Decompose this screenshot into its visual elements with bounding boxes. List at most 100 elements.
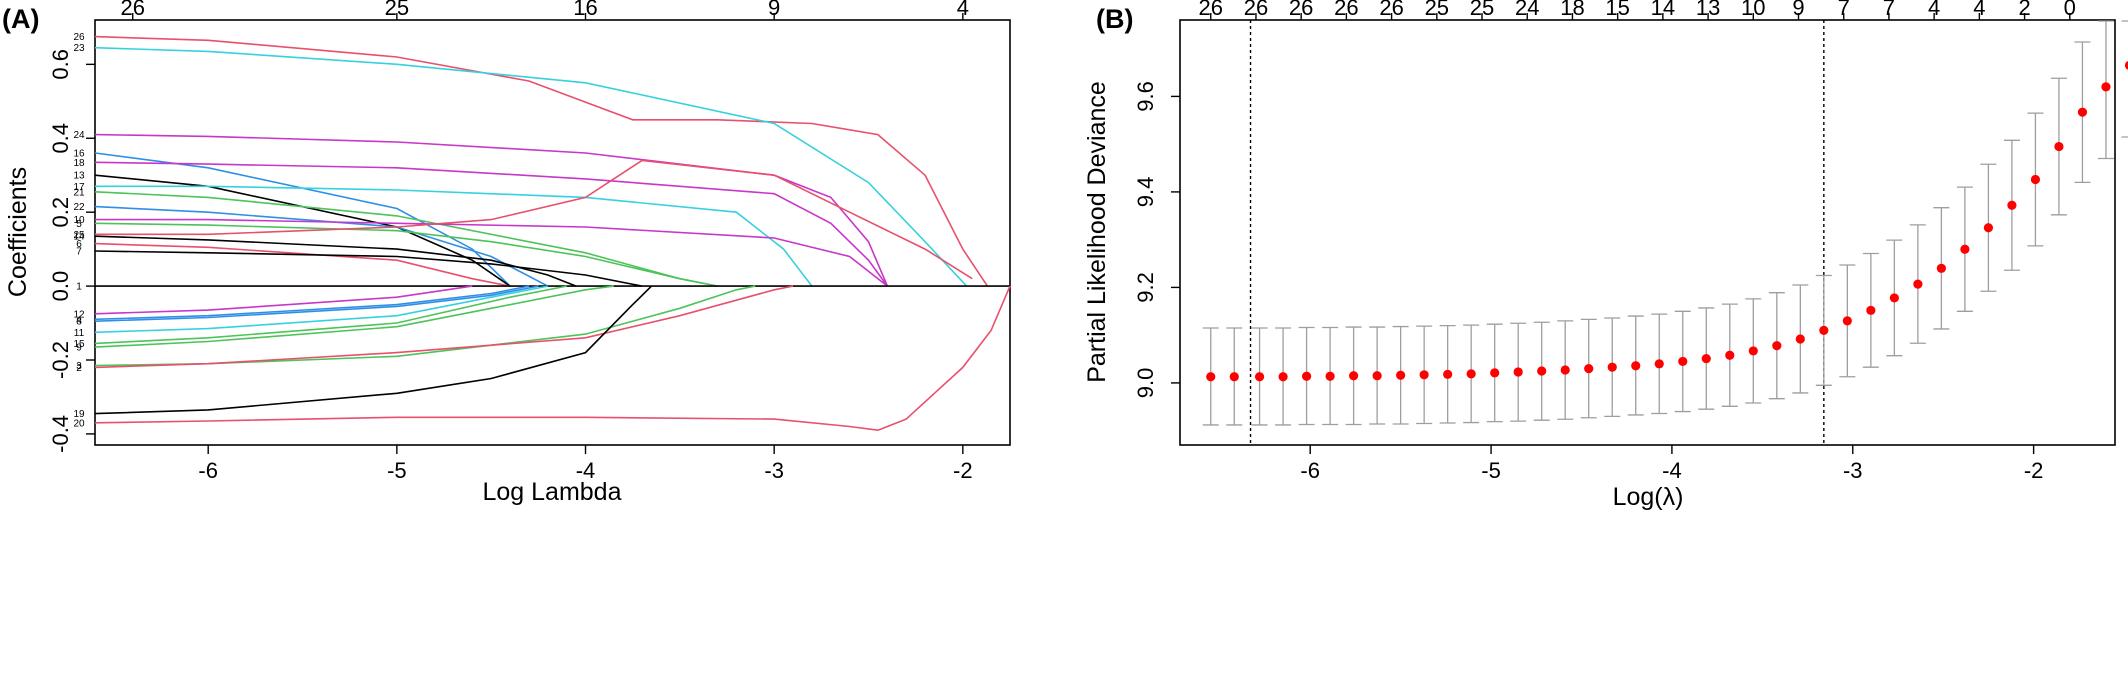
deviance-point — [1889, 293, 1899, 303]
b-x-tick-label: -6 — [1300, 458, 1320, 483]
coef-path-label-9: 9 — [76, 343, 82, 354]
b-y-tick-label: 9.6 — [1133, 81, 1158, 112]
coef-path-4 — [94, 285, 530, 321]
coef-path-label-10: 10 — [73, 215, 85, 226]
deviance-point — [2054, 141, 2064, 152]
deviance-point — [1584, 363, 1594, 374]
deviance-point — [1419, 370, 1429, 380]
coef-path-17 — [95, 185, 813, 287]
coef-path-label-1: 1 — [76, 282, 82, 293]
panel-b-label: (B) — [1096, 4, 1133, 34]
b-top-tick-label: 9 — [1792, 0, 1804, 20]
coef-path-10 — [95, 218, 888, 287]
b-top-tick-label: 26 — [1199, 0, 1223, 20]
deviance-point — [1254, 372, 1265, 382]
deviance-point — [1866, 305, 1876, 315]
deviance-point — [1795, 334, 1805, 344]
b-top-tick-label: 26 — [1379, 0, 1403, 20]
deviance-point — [2124, 61, 2128, 70]
deviance-point — [2101, 82, 2111, 92]
coef-path-label-3: 3 — [76, 361, 82, 372]
b-top-tick-label: 4 — [1973, 0, 1985, 20]
coef-path-label-19: 19 — [73, 409, 85, 420]
deviance-point — [1654, 359, 1664, 369]
deviance-point — [1372, 371, 1382, 381]
deviance-point — [1513, 367, 1523, 377]
deviance-point — [1466, 369, 1476, 379]
deviance-point — [1748, 346, 1758, 356]
coef-path-12 — [94, 285, 473, 315]
coef-path-label-18: 18 — [73, 158, 85, 169]
a-top-tick-label: 16 — [573, 0, 597, 20]
b-top-tick-label: 18 — [1560, 0, 1584, 20]
deviance-point — [1936, 263, 1946, 273]
a-top-tick-label: 4 — [957, 0, 969, 20]
b-top-tick-label: 25 — [1425, 0, 1449, 20]
coef-path-label-24: 24 — [73, 130, 85, 141]
deviance-point — [1983, 223, 1994, 233]
coef-path-6 — [94, 242, 511, 287]
coef-path-label-14: 14 — [73, 232, 85, 243]
b-top-tick-label: 0 — [2064, 0, 2076, 20]
coef-path-label-26: 26 — [73, 32, 85, 43]
coef-path-9 — [94, 285, 614, 348]
b-top-tick-label: 13 — [1696, 0, 1720, 20]
coef-path-label-6: 6 — [76, 239, 82, 250]
deviance-point — [1349, 371, 1359, 381]
b-x-tick-label: -4 — [1662, 458, 1682, 483]
coef-path-20 — [94, 285, 1011, 432]
deviance-point — [1819, 325, 1829, 335]
deviance-point — [2030, 174, 2041, 185]
b-top-tick-label: 26 — [1334, 0, 1358, 20]
panel-a-label: (A) — [2, 4, 39, 34]
deviance-point — [1678, 356, 1688, 367]
a-y-tick-label: 0.0 — [48, 271, 73, 302]
panel-b-cross-validation: (B) -6 -5 -4 -3 -2 9.0 9.2 9.4 9.6 26 26 26 26 26 25 25… — [1083, 0, 2128, 511]
b-top-tick-label: 2 — [2018, 0, 2030, 20]
b-top-tick-label: 26 — [1289, 0, 1313, 20]
coef-path-5 — [94, 222, 718, 287]
a-x-tick-label: -5 — [387, 458, 407, 483]
coef-path-23 — [94, 46, 968, 287]
panel-a-plot-frame — [94, 19, 1011, 446]
deviance-point — [1443, 369, 1453, 379]
deviance-point — [1772, 341, 1782, 351]
deviance-point — [1631, 361, 1641, 371]
coef-path-label-21: 21 — [73, 187, 85, 198]
a-y-tick-label: -0.2 — [48, 341, 73, 379]
coef-path-19 — [94, 285, 653, 415]
deviance-point — [1560, 365, 1570, 375]
coef-path-label-20: 20 — [73, 418, 85, 429]
a-top-tick-label: 9 — [768, 0, 780, 20]
coef-path-7 — [94, 250, 643, 287]
b-top-tick-label: 7 — [1838, 0, 1850, 20]
deviance-point — [1842, 316, 1852, 326]
b-top-tick-label: 25 — [1470, 0, 1494, 20]
coef-path-15 — [94, 285, 567, 345]
coef-path-26 — [94, 35, 989, 287]
coef-path-label-8: 8 — [76, 317, 82, 328]
coef-path-label-16: 16 — [73, 149, 85, 160]
coef-path-label-23: 23 — [73, 43, 85, 54]
coef-path-label-22: 22 — [73, 202, 85, 213]
a-y-tick-label: -0.4 — [48, 415, 73, 453]
deviance-point — [1913, 279, 1923, 289]
b-top-tick-label: 7 — [1883, 0, 1895, 20]
coef-path-2 — [94, 285, 794, 369]
b-y-tick-label: 9.0 — [1133, 368, 1158, 399]
deviance-point — [1229, 372, 1239, 382]
coef-path-label-17: 17 — [73, 182, 85, 193]
coef-path-label-11: 11 — [74, 328, 85, 339]
panel-b-x-axis-label: Log(λ) — [1613, 483, 1684, 511]
coef-path-label-5: 5 — [76, 219, 82, 230]
panel-a-coefficient-paths: (A) 262324161813172122105251467112481115… — [2, 0, 1011, 506]
b-x-tick-label: -3 — [1843, 458, 1863, 483]
coef-path-label-13: 13 — [73, 171, 85, 182]
deviance-point — [1725, 350, 1735, 360]
b-top-tick-label: 10 — [1741, 0, 1765, 20]
deviance-point — [1701, 353, 1711, 364]
b-top-tick-label: 26 — [1244, 0, 1268, 20]
coef-path-label-15: 15 — [73, 339, 85, 350]
a-y-tick-label: 0.6 — [48, 49, 73, 80]
